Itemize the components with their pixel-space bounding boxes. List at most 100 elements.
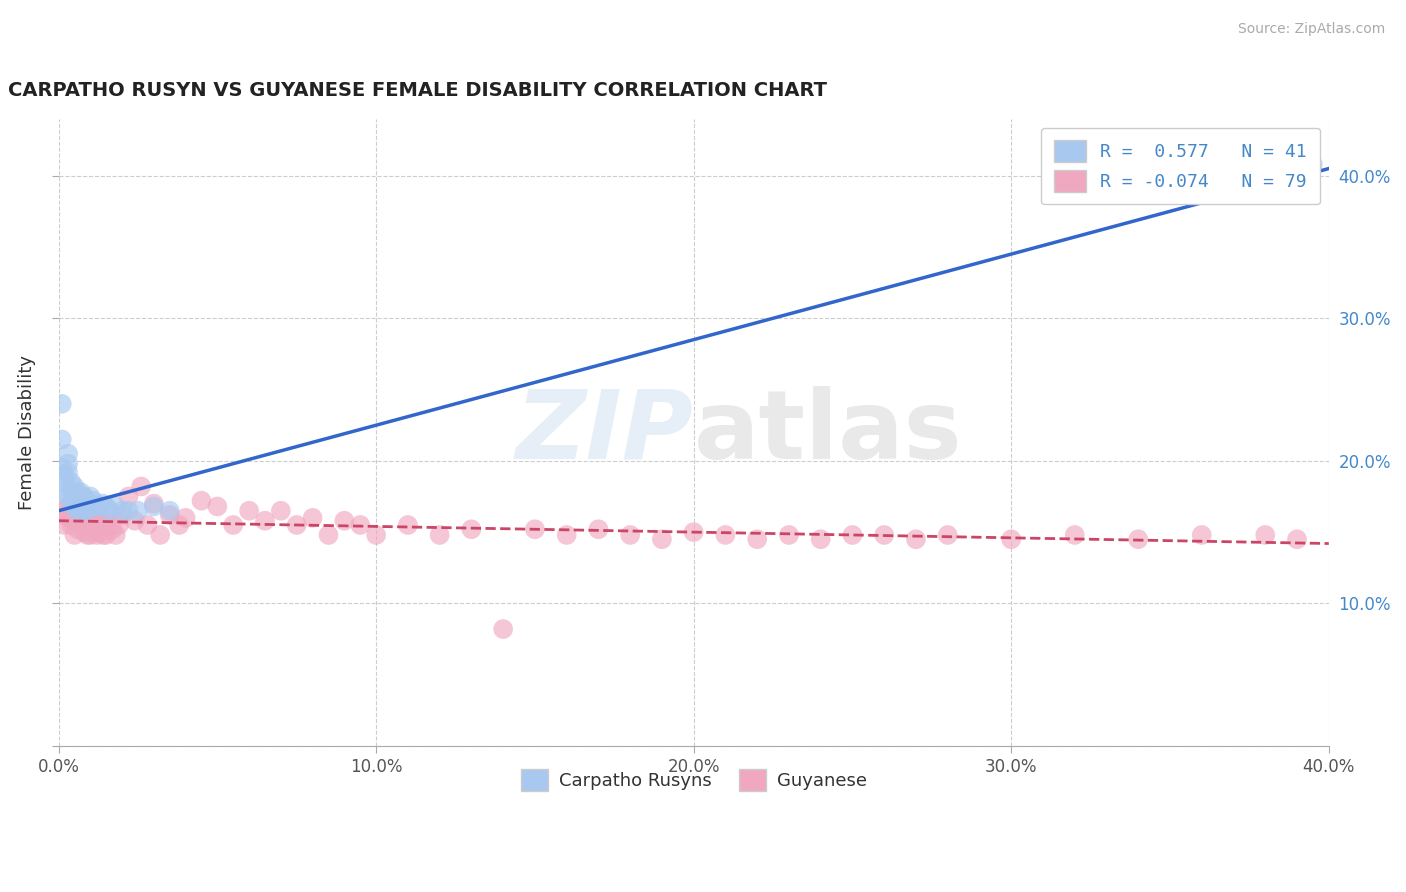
Point (89, 525, 111, 540)
Point (56, 465, 79, 479)
Point (53, 475, 76, 490)
Point (129, 479, 152, 493)
Point (747, 533, 769, 547)
Point (104, 500, 127, 514)
Point (56, 447, 79, 461)
Point (142, 497, 165, 511)
Point (101, 522, 124, 536)
Point (270, 504, 292, 518)
Point (318, 528, 340, 542)
Point (51, 461, 73, 475)
Point (73, 525, 96, 540)
Point (60, 518, 83, 533)
Point (63, 514, 86, 528)
Point (73, 508, 96, 522)
Point (174, 511, 197, 525)
Point (285, 518, 308, 533)
Point (159, 504, 181, 518)
Point (1063, 528, 1085, 542)
Point (66, 504, 89, 518)
Point (96, 500, 118, 514)
Point (555, 528, 578, 542)
Point (111, 504, 134, 518)
Point (96, 514, 118, 528)
Point (66, 485, 89, 500)
Point (936, 528, 959, 542)
Point (91, 497, 114, 511)
Point (63, 490, 86, 504)
Point (69, 485, 91, 500)
Point (238, 504, 260, 518)
Point (63, 500, 86, 514)
Point (73, 490, 96, 504)
Point (167, 518, 190, 533)
Point (56, 500, 79, 514)
Point (73, 500, 96, 514)
Point (124, 514, 146, 528)
Point (69, 514, 91, 528)
Point (136, 518, 159, 533)
Point (86, 508, 108, 522)
Point (66, 493, 89, 508)
Point (127, 504, 149, 518)
Point (79, 514, 101, 528)
Point (904, 533, 927, 547)
Point (873, 528, 896, 542)
Point (76, 504, 98, 518)
Point (91, 518, 114, 533)
Point (98, 518, 121, 533)
Point (79, 490, 101, 504)
Point (51, 397, 73, 411)
Legend: Carpatho Rusyns, Guyanese: Carpatho Rusyns, Guyanese (512, 760, 876, 800)
Point (588, 522, 610, 536)
Point (301, 511, 323, 525)
Text: Source: ZipAtlas.com: Source: ZipAtlas.com (1237, 22, 1385, 37)
Point (60, 497, 83, 511)
Point (104, 528, 127, 542)
Point (83, 493, 105, 508)
Point (69, 500, 91, 514)
Point (66, 508, 89, 522)
Point (117, 490, 139, 504)
Point (651, 533, 673, 547)
Point (69, 493, 91, 508)
Point (89, 511, 111, 525)
Point (56, 490, 79, 504)
Point (89, 500, 111, 514)
Point (349, 518, 371, 533)
Point (51, 433, 73, 447)
Point (66, 522, 89, 536)
Point (142, 500, 165, 514)
Point (492, 622, 515, 636)
Point (1285, 533, 1308, 547)
Point (523, 522, 546, 536)
Point (86, 528, 108, 542)
Point (111, 508, 134, 522)
Point (117, 504, 139, 518)
Point (222, 518, 245, 533)
Point (778, 528, 800, 542)
Point (1302, 157, 1324, 171)
Point (53, 518, 76, 533)
Point (460, 522, 482, 536)
Point (76, 493, 98, 508)
Point (91, 528, 114, 542)
Point (98, 504, 121, 518)
Point (53, 468, 76, 483)
Point (810, 533, 832, 547)
Point (63, 528, 86, 542)
Point (682, 525, 704, 540)
Point (79, 528, 101, 542)
Point (60, 485, 83, 500)
Point (76, 518, 98, 533)
Point (429, 528, 451, 542)
Point (714, 528, 737, 542)
Point (53, 508, 76, 522)
Point (76, 528, 98, 542)
Point (333, 514, 356, 528)
Text: ZIP: ZIP (516, 386, 693, 479)
Point (83, 518, 105, 533)
Point (253, 514, 276, 528)
Point (63, 479, 86, 493)
Point (86, 500, 108, 514)
